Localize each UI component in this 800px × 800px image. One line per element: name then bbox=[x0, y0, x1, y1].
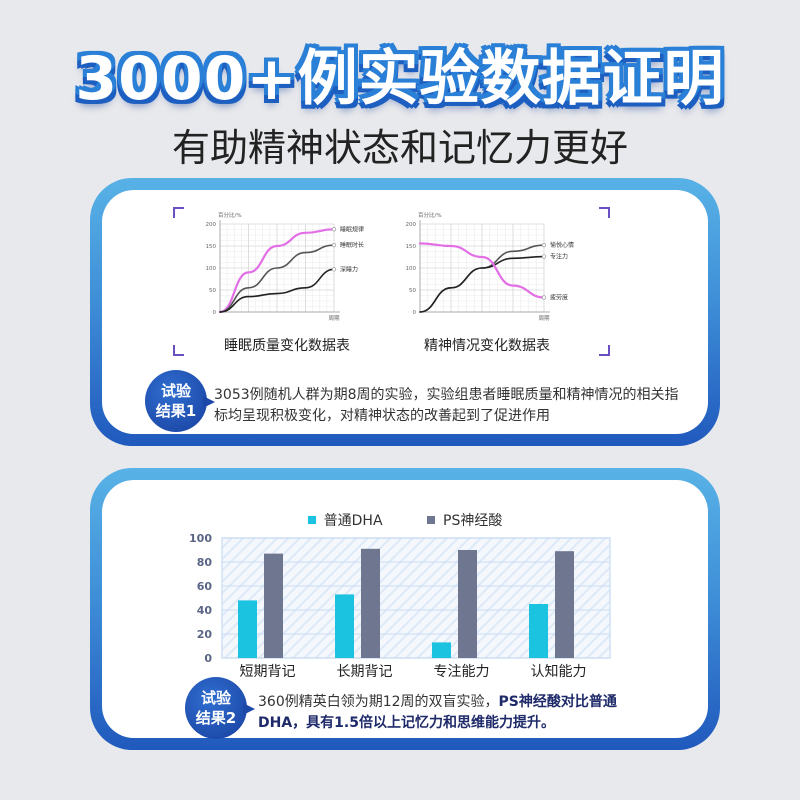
svg-text:100: 100 bbox=[406, 266, 417, 272]
svg-text:长期背记: 长期背记 bbox=[337, 664, 393, 680]
corner-bracket bbox=[173, 345, 184, 356]
svg-text:0: 0 bbox=[204, 652, 212, 665]
svg-text:百分比/%: 百分比/% bbox=[218, 211, 242, 219]
svg-text:疲劳度: 疲劳度 bbox=[550, 293, 568, 301]
svg-text:睡眠规律: 睡眠规律 bbox=[340, 225, 364, 233]
legend-item-ps: PS神经酸 bbox=[427, 510, 502, 530]
svg-text:100: 100 bbox=[206, 266, 217, 272]
svg-text:百分比/%: 百分比/% bbox=[418, 211, 442, 219]
svg-text:深睡力: 深睡力 bbox=[340, 265, 358, 273]
bar-chart-legend: 普通DHA PS神经酸 bbox=[102, 510, 708, 530]
svg-text:专注能力: 专注能力 bbox=[434, 664, 490, 680]
memory-bar-chart: 0 20 40 60 80 100 短期背记 长期背记 专注能力 认知能力 bbox=[189, 532, 611, 680]
sleep-chart-caption: 睡眠质量变化数据表 bbox=[224, 338, 350, 354]
svg-text:专注力: 专注力 bbox=[550, 253, 568, 261]
svg-text:50: 50 bbox=[409, 288, 416, 294]
badge-line-1: 试验 bbox=[160, 382, 191, 400]
svg-text:睡眠时长: 睡眠时长 bbox=[340, 241, 364, 249]
svg-text:80: 80 bbox=[197, 556, 213, 569]
badge-line-2: 结果1 bbox=[155, 402, 197, 420]
result-card-2-body: 普通DHA PS神经酸 0 20 40 60 80 100 短期背记 长期背记 专注能力 认知能力… bbox=[102, 480, 708, 739]
svg-text:100: 100 bbox=[189, 532, 212, 545]
legend-swatch-slate bbox=[427, 516, 435, 524]
result-description-2: 360例精英白领为期12周的双盲实验，PS神经酸对比普通DHA，具有1.5倍以上… bbox=[258, 692, 618, 734]
result-description-1: 3053例随机人群为期8周的实验，实验组患者睡眠质量和精神情况的相关指标均呈现积… bbox=[214, 387, 679, 424]
result-card-2: 普通DHA PS神经酸 0 20 40 60 80 100 短期背记 长期背记 专注能力 认知能力… bbox=[90, 468, 720, 750]
corner-bracket bbox=[173, 207, 184, 218]
corner-bracket bbox=[599, 207, 610, 218]
badge-line-2: 结果2 bbox=[195, 709, 237, 727]
page-title: 3000+例实验数据证明 bbox=[75, 44, 725, 114]
result-badge-1: 试验 结果1 bbox=[145, 370, 215, 432]
svg-text:150: 150 bbox=[406, 244, 417, 250]
legend-swatch-cyan bbox=[307, 516, 316, 524]
svg-text:20: 20 bbox=[197, 628, 213, 641]
svg-text:0: 0 bbox=[413, 310, 417, 316]
svg-text:周期: 周期 bbox=[538, 315, 550, 322]
svg-text:50: 50 bbox=[209, 288, 216, 294]
svg-text:周期: 周期 bbox=[328, 315, 340, 322]
svg-text:200: 200 bbox=[206, 222, 217, 228]
svg-text:0: 0 bbox=[213, 310, 217, 316]
mental-chart-caption: 精神情况变化数据表 bbox=[424, 338, 550, 354]
svg-text:愉悦心情: 愉悦心情 bbox=[550, 241, 574, 249]
result-description-2-highlight: PS神经酸对比普通DHA，具有1.5倍以上记忆力和思维能力提升。 bbox=[258, 694, 617, 731]
svg-text:短期背记: 短期背记 bbox=[240, 664, 296, 680]
svg-text:200: 200 bbox=[406, 222, 417, 228]
badge-line-1: 试验 bbox=[200, 689, 231, 707]
legend-item-dha: 普通DHA bbox=[307, 510, 383, 530]
result-card-1-body: 0 50 100 150 200 百分比/% 周期 睡眠规律 睡眠时长 深睡力 睡眠质量变化数据表… bbox=[102, 190, 708, 434]
svg-text:60: 60 bbox=[197, 580, 213, 593]
result-badge-2: 试验 结果2 bbox=[185, 677, 255, 739]
svg-text:认知能力: 认知能力 bbox=[531, 663, 587, 680]
corner-bracket bbox=[599, 345, 610, 356]
result-card-1: 0 50 100 150 200 百分比/% 周期 睡眠规律 睡眠时长 深睡力 睡眠质量变化数据表… bbox=[90, 178, 720, 446]
page-subtitle: 有助精神状态和记忆力更好 bbox=[171, 126, 628, 170]
svg-text:40: 40 bbox=[197, 604, 213, 617]
svg-text:150: 150 bbox=[206, 244, 217, 250]
result-description-2-plain: 360例精英白领为期12周的双盲实验， bbox=[258, 694, 499, 710]
